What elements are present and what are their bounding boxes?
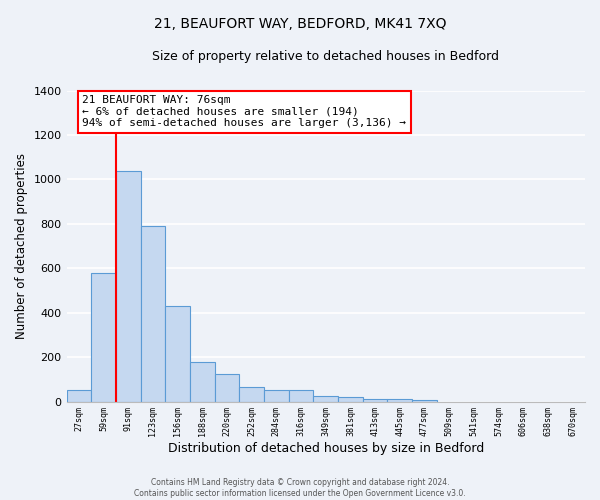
Title: Size of property relative to detached houses in Bedford: Size of property relative to detached ho… <box>152 50 499 63</box>
Bar <box>313 396 338 402</box>
Bar <box>67 390 91 402</box>
Bar <box>165 306 190 402</box>
Text: 21 BEAUFORT WAY: 76sqm
← 6% of detached houses are smaller (194)
94% of semi-det: 21 BEAUFORT WAY: 76sqm ← 6% of detached … <box>82 95 406 128</box>
Bar <box>116 170 140 402</box>
Bar <box>239 387 264 402</box>
Bar <box>264 390 289 402</box>
Bar <box>140 226 165 402</box>
Bar <box>215 374 239 402</box>
Bar <box>363 400 388 402</box>
Bar <box>412 400 437 402</box>
Bar <box>91 272 116 402</box>
Bar <box>388 400 412 402</box>
Bar <box>289 390 313 402</box>
Bar <box>190 362 215 402</box>
Text: 21, BEAUFORT WAY, BEDFORD, MK41 7XQ: 21, BEAUFORT WAY, BEDFORD, MK41 7XQ <box>154 18 446 32</box>
Y-axis label: Number of detached properties: Number of detached properties <box>15 153 28 339</box>
Bar <box>338 397 363 402</box>
X-axis label: Distribution of detached houses by size in Bedford: Distribution of detached houses by size … <box>167 442 484 455</box>
Text: Contains HM Land Registry data © Crown copyright and database right 2024.
Contai: Contains HM Land Registry data © Crown c… <box>134 478 466 498</box>
